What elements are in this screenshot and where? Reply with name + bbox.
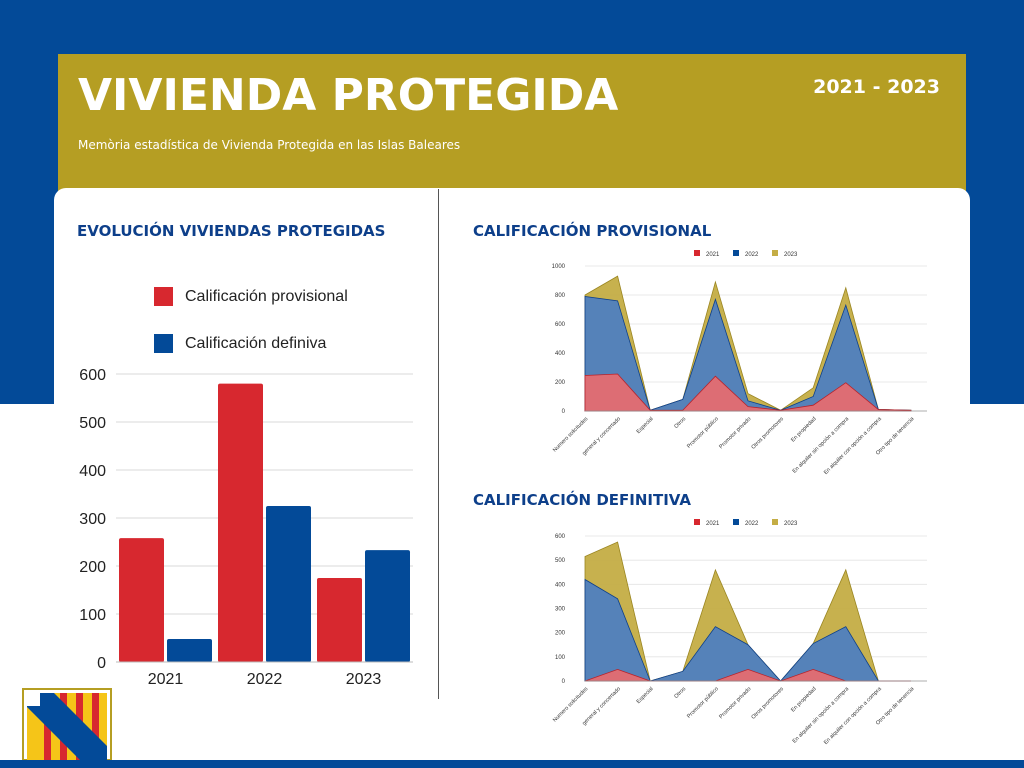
provisional-legend-swatch-2023	[772, 250, 778, 256]
bar-2022-1	[266, 506, 311, 662]
bar-2021-1	[167, 638, 212, 662]
definitiva-x-tick-label: Otros	[673, 686, 687, 700]
provisional-legend-label-2022: 2022	[745, 252, 759, 258]
definitiva-x-tick-label: Otros promotores	[751, 686, 786, 721]
definitiva-y-tick-label: 300	[555, 607, 566, 613]
definitiva-legend-label-2021: 2021	[706, 521, 720, 527]
provisional-chart-title: CALIFICACIÓN PROVISIONAL	[473, 222, 712, 240]
balearic-emblem-icon	[22, 688, 112, 760]
background-bottom-strip	[0, 760, 1024, 768]
definitiva-chart-title: CALIFICACIÓN DEFINITIVA	[473, 491, 691, 509]
provisional-y-tick-label: 800	[555, 293, 566, 299]
bar-2023-1	[365, 550, 410, 662]
definitiva-y-tick-label: 400	[555, 582, 566, 588]
definitiva-legend-swatch-2022	[733, 519, 739, 525]
bar-legend-item-provisional: Calificación provisional	[154, 287, 348, 306]
bar-2022-0	[218, 383, 263, 662]
definitiva-x-tick-label: En alquiler con opción a compra	[823, 686, 883, 746]
page-title: VIVIENDA PROTEGIDA	[78, 70, 619, 121]
page-subtitle: Memòria estadística de Vivienda Protegid…	[78, 138, 461, 152]
definitiva-x-tick-label: En propiedad	[790, 686, 817, 713]
provisional-area-2021	[584, 373, 912, 412]
provisional-y-tick-label: 600	[555, 322, 566, 328]
bar-legend-swatch-definitiva	[154, 334, 173, 353]
provisional-legend-swatch-2021	[694, 250, 700, 256]
definitiva-legend-label-2022: 2022	[745, 521, 759, 527]
bar-y-tick-label: 400	[79, 463, 106, 480]
provisional-y-tick-label: 400	[555, 351, 566, 357]
bar-chart-title: EVOLUCIÓN VIVIENDAS PROTEGIDAS	[77, 222, 386, 240]
bar-y-tick-label: 500	[79, 415, 106, 432]
definitiva-y-tick-label: 0	[562, 679, 566, 685]
provisional-legend-label-2023: 2023	[784, 252, 798, 258]
bar-x-tick-label: 2022	[247, 671, 283, 688]
bar-legend-item-definitiva: Calificación definiva	[154, 334, 326, 353]
provisional-legend-label-2021: 2021	[706, 252, 720, 258]
year-range: 2021 - 2023	[813, 76, 940, 98]
definitiva-legend-label-2023: 2023	[784, 521, 798, 527]
definitiva-y-tick-label: 600	[555, 534, 566, 540]
definitiva-x-tick-label: En alquiler sin opción a compra	[792, 686, 851, 745]
provisional-y-tick-label: 0	[562, 409, 566, 415]
panel-divider	[438, 189, 439, 699]
definitiva-y-tick-label: 500	[555, 558, 566, 564]
bar-y-tick-label: 200	[79, 559, 106, 576]
definitiva-x-tick-label: Especial	[636, 686, 655, 705]
bar-y-tick-label: 300	[79, 511, 106, 528]
bar-legend-label-definitiva: Calificación definiva	[185, 334, 327, 352]
definitiva-legend-swatch-2023	[772, 519, 778, 525]
definitiva-x-tick-label: Promotor privado	[718, 686, 752, 720]
header-banner: VIVIENDA PROTEGIDA Memòria estadística d…	[58, 54, 966, 194]
bar-legend-swatch-provisional	[154, 287, 173, 306]
definitiva-y-tick-label: 200	[555, 631, 566, 637]
bar-y-tick-label: 0	[97, 655, 106, 672]
bar-legend-label-provisional: Calificación provisional	[185, 287, 348, 305]
definitiva-x-tick-label: Promotor público	[686, 686, 720, 720]
definitiva-legend-swatch-2021	[694, 519, 700, 525]
bar-2023-0	[317, 578, 362, 662]
bar-x-tick-label: 2023	[346, 671, 382, 688]
bar-y-tick-label: 600	[79, 367, 106, 384]
bar-y-tick-label: 100	[79, 607, 106, 624]
bar-x-tick-label: 2021	[148, 671, 184, 688]
definitiva-y-tick-label: 100	[555, 655, 566, 661]
provisional-y-tick-label: 200	[555, 380, 566, 386]
bar-2021-0	[119, 538, 164, 662]
provisional-legend-swatch-2022	[733, 250, 739, 256]
provisional-y-tick-label: 1000	[552, 264, 566, 270]
definitiva-x-tick-label: Numero solicitudes	[552, 686, 589, 723]
